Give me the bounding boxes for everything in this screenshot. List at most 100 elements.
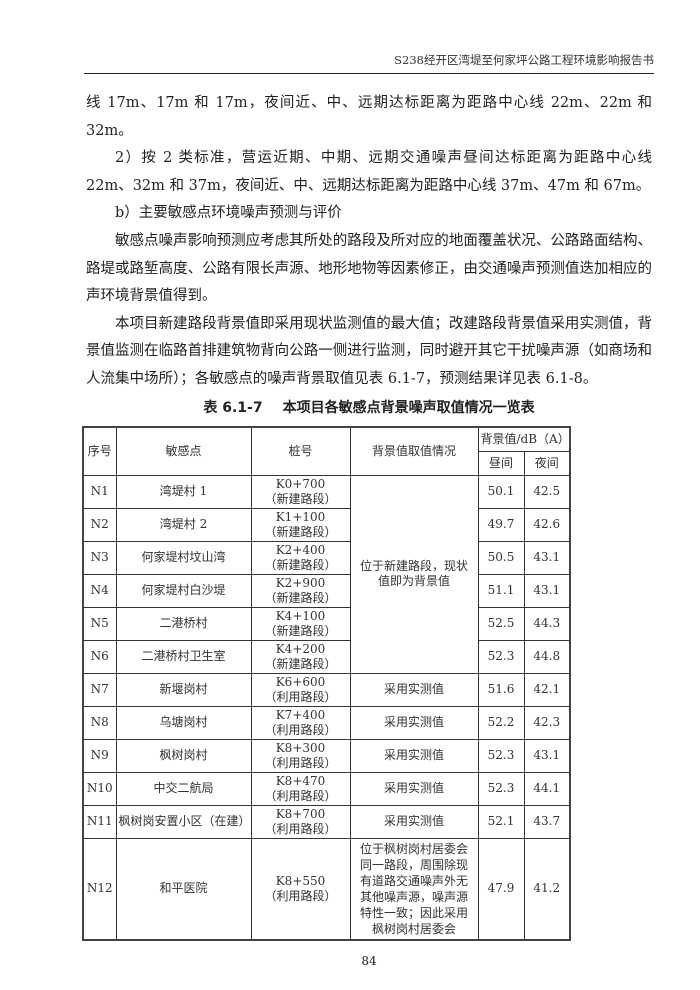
background-noise-table: 序号 敏感点 桩号 背景值取值情况 背景值/dB（A） 昼间 夜间 N1 湾堤村 … — [82, 425, 571, 941]
cell-station: K8+300 （利用路段） — [250, 738, 351, 773]
segment-type: （新建路段） — [264, 491, 337, 506]
station-code: K6+600 — [275, 674, 326, 689]
table-row: N11 枫树岗安置小区（在建） K8+700 （利用路段） 采用实测值 52.1 43.7 — [82, 804, 571, 839]
cell-day: 52.5 — [477, 606, 525, 641]
segment-type: （利用路段） — [264, 755, 337, 770]
body-text: 线 17m、17m 和 17m，夜间近、中、远期达标距离为距路中心线 22m、2… — [86, 90, 652, 394]
cell-station: K6+600 （利用路段） — [250, 672, 351, 707]
cell-day: 50.5 — [477, 540, 525, 575]
cell-station: K2+400 （新建路段） — [250, 540, 351, 575]
cell-no: N9 — [82, 738, 117, 773]
station-code: K1+100 — [275, 509, 326, 524]
table-row: N4 何家堤村白沙堤 K2+900 （新建路段） 51.1 43.1 — [82, 573, 571, 608]
table-row: N12 和平医院 K8+550 （利用路段） 位于枫树岗村居委会同一路段，周围除现有道路… — [82, 837, 571, 941]
cell-day: 52.2 — [477, 705, 525, 740]
header-background: 背景值/dB（A） — [477, 426, 571, 452]
table-row: N7 新堰岗村 K6+600 （利用路段） 采用实测值 51.6 42.1 — [82, 672, 571, 707]
cell-no: N2 — [82, 507, 117, 542]
cell-basis: 采用实测值 — [349, 738, 479, 773]
cell-station: K8+700 （利用路段） — [250, 804, 351, 839]
segment-type: （新建路段） — [264, 656, 337, 671]
table-row: N6 二港桥村卫生室 K4+200 （新建路段） 52.3 44.8 — [82, 639, 571, 674]
cell-night: 42.3 — [523, 705, 571, 740]
table-row: N9 枫树岗村 K8+300 （利用路段） 采用实测值 52.3 43.1 — [82, 738, 571, 773]
station-code: K8+470 — [275, 773, 326, 788]
table-row: N1 湾堤村 1 K0+700 （新建路段） 位于新建路段，现状值即为背景值 50.1 42… — [82, 474, 571, 674]
cell-night: 41.2 — [523, 837, 571, 941]
cell-station: K7+400 （利用路段） — [250, 705, 351, 740]
cell-point: 枫树岗安置小区（在建） — [115, 804, 252, 839]
station-code: K2+900 — [275, 575, 326, 590]
segment-type: （利用路段） — [264, 821, 337, 836]
segment-type: （新建路段） — [264, 557, 337, 572]
cell-night: 44.1 — [523, 771, 571, 806]
cell-basis: 采用实测值 — [349, 705, 479, 740]
paragraph: 2）按 2 类标准，营运近期、中期、远期交通噪声昼间达标距离为距路中心线 22m… — [86, 150, 652, 194]
cell-station: K8+470 （利用路段） — [250, 771, 351, 806]
cell-basis: 采用实测值 — [349, 804, 479, 839]
cell-night: 42.6 — [523, 507, 571, 542]
cell-basis: 位于枫树岗村居委会同一路段，周围除现有道路交通噪声外无其他噪声源，噪声源特性一致… — [349, 837, 479, 941]
cell-station: K1+100 （新建路段） — [250, 507, 351, 542]
cell-day: 47.9 — [477, 837, 525, 941]
cell-night: 43.7 — [523, 804, 571, 839]
table-number: 表 6.1-7 — [203, 399, 263, 416]
cell-basis: 采用实测值 — [349, 672, 479, 707]
header-night: 夜间 — [523, 450, 571, 476]
cell-day: 52.3 — [477, 771, 525, 806]
cell-point: 新堰岗村 — [115, 672, 252, 707]
cell-no: N4 — [82, 573, 117, 608]
cell-night: 42.5 — [523, 474, 571, 509]
table-row: N5 二港桥村 K4+100 （新建路段） 52.5 44.3 — [82, 606, 571, 641]
cell-day: 51.1 — [477, 573, 525, 608]
cell-no: N3 — [82, 540, 117, 575]
cell-night: 44.8 — [523, 639, 571, 674]
cell-point: 乌塘岗村 — [115, 705, 252, 740]
header-station: 桩号 — [250, 426, 351, 476]
header-basis: 背景值取值情况 — [349, 426, 479, 476]
cell-point: 何家堤村白沙堤 — [115, 573, 252, 608]
station-code: K7+400 — [275, 707, 326, 722]
cell-station: K8+550 （利用路段） — [250, 837, 351, 941]
segment-type: （新建路段） — [264, 623, 337, 638]
table-header-row: 序号 敏感点 桩号 背景值取值情况 背景值/dB（A） — [82, 426, 571, 476]
paragraph: 敏感点噪声影响预测应考虑其所处的路段及所对应的地面覆盖状况、公路路面结构、路堤或… — [86, 232, 652, 305]
segment-type: （利用路段） — [264, 722, 337, 737]
cell-no: N1 — [82, 474, 117, 509]
station-code: K4+200 — [275, 641, 326, 656]
cell-point: 二港桥村卫生室 — [115, 639, 252, 674]
cell-day: 51.6 — [477, 672, 525, 707]
cell-no: N8 — [82, 705, 117, 740]
cell-point: 湾堤村 2 — [115, 507, 252, 542]
cell-station: K4+100 （新建路段） — [250, 606, 351, 641]
cell-point: 枫树岗村 — [115, 738, 252, 773]
segment-type: （利用路段） — [264, 788, 337, 803]
station-code: K0+700 — [275, 476, 326, 491]
paragraph: 本项目新建路段背景值即采用现状监测值的最大值；改建路段背景值采用实测值，背景值监… — [86, 315, 652, 387]
station-code: K2+400 — [275, 542, 326, 557]
header-point: 敏感点 — [115, 426, 252, 476]
page-number: 84 — [361, 953, 377, 968]
cell-point: 湾堤村 1 — [115, 474, 252, 509]
cell-night: 43.1 — [523, 573, 571, 608]
page-content: 线 17m、17m 和 17m，夜间近、中、远期达标距离为距路中心线 22m、2… — [82, 90, 654, 941]
table-row: N3 何家堤村坟山湾 K2+400 （新建路段） 50.5 43.1 — [82, 540, 571, 575]
cell-day: 52.3 — [477, 738, 525, 773]
table-caption: 表 6.1-7 本项目各敏感点背景噪声取值情况一览表 — [84, 398, 654, 418]
cell-no: N10 — [82, 771, 117, 806]
cell-no: N7 — [82, 672, 117, 707]
cell-no: N6 — [82, 639, 117, 674]
cell-night: 43.1 — [523, 540, 571, 575]
cell-point: 二港桥村 — [115, 606, 252, 641]
cell-basis: 位于新建路段，现状值即为背景值 — [349, 474, 479, 674]
segment-type: （利用路段） — [264, 888, 337, 903]
cell-station: K0+700 （新建路段） — [250, 474, 351, 509]
subheading: b）主要敏感点环境噪声预测与评价 — [115, 205, 342, 222]
cell-point: 何家堤村坟山湾 — [115, 540, 252, 575]
cell-day: 49.7 — [477, 507, 525, 542]
header-no: 序号 — [82, 426, 117, 476]
cell-no: N12 — [82, 837, 117, 941]
table-row: N8 乌塘岗村 K7+400 （利用路段） 采用实测值 52.2 42.3 — [82, 705, 571, 740]
table-title: 本项目各敏感点背景噪声取值情况一览表 — [282, 399, 535, 416]
